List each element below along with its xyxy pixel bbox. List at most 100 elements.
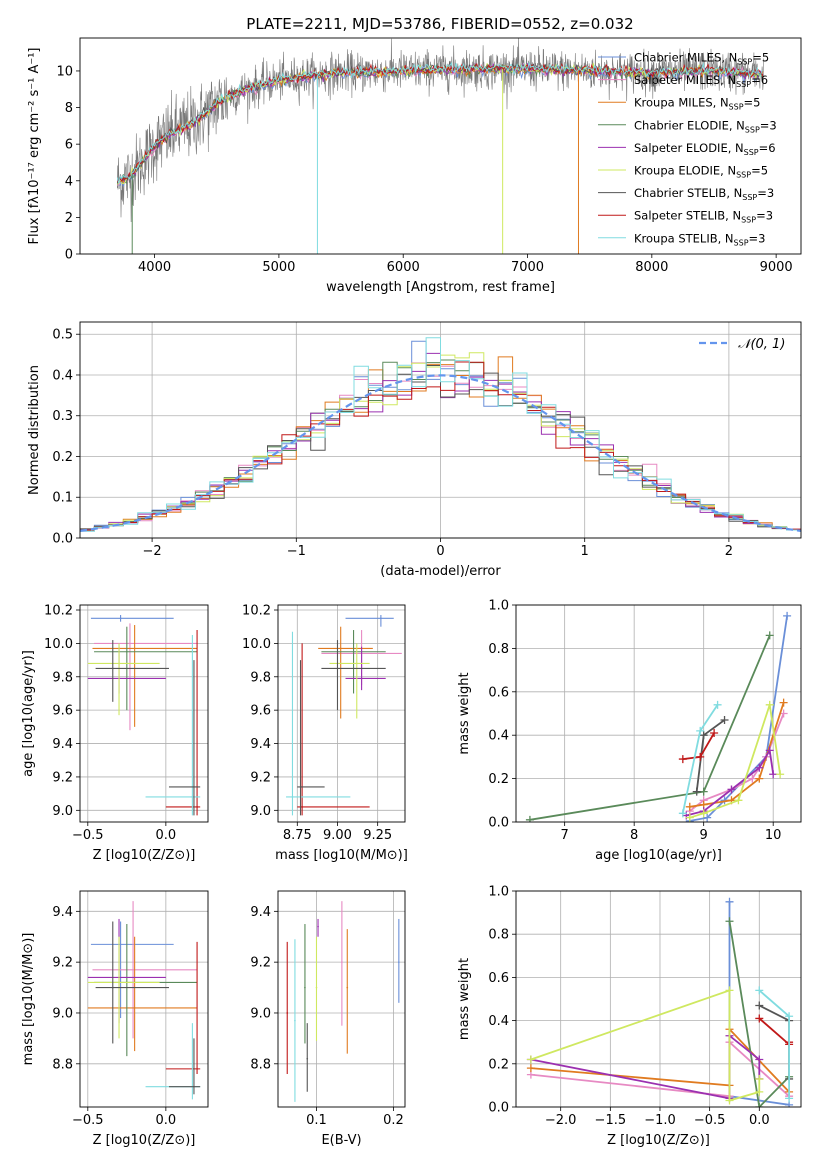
legend-label-sub: SSP bbox=[741, 216, 756, 225]
legend-label-text: Chabrier ELODIE, N bbox=[634, 118, 745, 132]
weight-marker bbox=[699, 787, 708, 796]
axes-frame bbox=[79, 890, 209, 1108]
legend-label-count: =6 bbox=[759, 141, 776, 155]
data-point bbox=[129, 642, 131, 645]
weight-line-5 bbox=[530, 989, 761, 1102]
y-tick-label: 0.6 bbox=[488, 971, 509, 986]
plot-area bbox=[87, 901, 201, 1100]
legend-label-sub: SSP bbox=[734, 238, 749, 247]
legend-label-count: =5 bbox=[752, 51, 769, 65]
panel-residual-hist: −2 −1 0 1 2 0.0 0.1 0.2 0.3 0.4 0.5 (data-model)/er… bbox=[27, 321, 802, 579]
data-point bbox=[336, 667, 339, 670]
panels: 4000 5000 6000 7000 8000 90000246810wavelengt… bbox=[21, 37, 802, 1148]
legend-label-text: Salpeter MILES, N bbox=[634, 73, 736, 87]
x-tick-label: −1.5 bbox=[595, 1113, 627, 1128]
data-point bbox=[193, 786, 195, 788]
plot-area bbox=[87, 615, 201, 816]
x-tick-label: 2 bbox=[725, 544, 733, 559]
legend-label-1: Salpeter MILES, NSSP=6 bbox=[634, 73, 768, 89]
weight-marker bbox=[725, 986, 734, 995]
y-axis-label: Normed distribution bbox=[27, 365, 42, 495]
data-point bbox=[301, 806, 303, 808]
y-tick-label: 0.2 bbox=[52, 450, 73, 465]
weight-marker bbox=[526, 1064, 535, 1073]
data-point bbox=[341, 961, 343, 963]
y-tick-label: 6 bbox=[65, 138, 73, 153]
legend-label-0: Chabrier MILES, NSSP=5 bbox=[634, 51, 769, 67]
x-axis-label: age [log10(age/yr)] bbox=[595, 848, 722, 863]
y-tick-label: 10.0 bbox=[44, 637, 73, 652]
y-tick-label: 1.0 bbox=[488, 599, 509, 614]
weight-marker bbox=[710, 729, 719, 738]
y-tick-label: 8 bbox=[65, 101, 73, 116]
weight-marker bbox=[696, 752, 705, 761]
data-point bbox=[339, 647, 342, 650]
weight-line-3 bbox=[728, 921, 790, 1107]
x-tick-label: 10 bbox=[765, 828, 782, 843]
data-point bbox=[193, 1085, 195, 1088]
weight-marker bbox=[755, 774, 764, 783]
data-point bbox=[111, 986, 114, 989]
weight-marker bbox=[696, 726, 705, 735]
weight-marker bbox=[526, 1055, 535, 1064]
legend-label-text: Kroupa ELODIE, N bbox=[634, 164, 736, 178]
weight-marker bbox=[734, 796, 743, 805]
plot-area bbox=[116, 38, 764, 254]
y-tick-label: 9.8 bbox=[52, 670, 73, 685]
data-point bbox=[196, 1068, 198, 1070]
y-axis-label: mass [log10(M/M⊙)] bbox=[21, 933, 36, 1066]
x-tick-label: 9.00 bbox=[323, 828, 352, 843]
data-point bbox=[119, 617, 122, 620]
x-tick-label: 6000 bbox=[387, 260, 420, 275]
data-point bbox=[118, 981, 120, 984]
y-axis-label: age [log10(age/yr)] bbox=[21, 650, 36, 777]
legend-label-7: Salpeter STELIB, NSSP=3 bbox=[634, 209, 773, 225]
x-tick-label: −0.5 bbox=[72, 828, 104, 843]
y-tick-label: 0.4 bbox=[488, 729, 509, 744]
x-tick-label: 8.75 bbox=[283, 828, 312, 843]
x-axis-label: wavelength [Angstrom, rest frame] bbox=[326, 280, 555, 295]
y-tick-label: 0.8 bbox=[488, 642, 509, 657]
y-tick-label: 0.0 bbox=[488, 1101, 509, 1116]
weight-marker bbox=[765, 700, 774, 709]
y-tick-label: 4 bbox=[65, 174, 73, 189]
weight-marker bbox=[725, 917, 734, 926]
weight-marker bbox=[699, 731, 708, 740]
weight-marker bbox=[678, 809, 687, 818]
y-tick-label: 0.3 bbox=[52, 409, 73, 424]
data-point bbox=[133, 647, 136, 650]
y-tick-label: 8.8 bbox=[250, 1057, 271, 1072]
weight-marker bbox=[755, 1001, 764, 1010]
data-point bbox=[346, 986, 349, 989]
y-tick-label: 9.0 bbox=[250, 1006, 271, 1021]
model-spectrum-8 bbox=[116, 61, 764, 184]
weight-marker bbox=[755, 763, 764, 772]
weight-line-7 bbox=[758, 1017, 790, 1047]
weight-marker bbox=[765, 746, 774, 755]
legend-label-2: Kroupa MILES, NSSP=5 bbox=[634, 96, 760, 112]
data-point bbox=[315, 986, 318, 989]
weight-marker bbox=[769, 770, 778, 779]
y-tick-label: 0.2 bbox=[488, 772, 509, 787]
data-point bbox=[126, 650, 128, 653]
data-point bbox=[352, 650, 355, 653]
x-tick-label: 0.0 bbox=[156, 1113, 177, 1128]
x-tick-label: −1 bbox=[287, 544, 306, 559]
weight-marker bbox=[713, 700, 722, 709]
x-tick-label: 9000 bbox=[760, 260, 793, 275]
y-tick-label: 0.4 bbox=[488, 1014, 509, 1029]
weight-marker bbox=[685, 813, 694, 822]
weight-line-6 bbox=[758, 1004, 790, 1079]
legend-label-sub: SSP bbox=[737, 58, 752, 67]
axes-frame bbox=[79, 37, 802, 255]
y-tick-label: 9.6 bbox=[52, 704, 73, 719]
legend-label-text: Kroupa STELIB, N bbox=[634, 231, 734, 245]
y-tick-label: 9.4 bbox=[250, 905, 271, 920]
weight-marker bbox=[692, 787, 701, 796]
data-point bbox=[294, 1019, 296, 1022]
y-tick-label: 9.0 bbox=[52, 1006, 73, 1021]
legend-label-text: Salpeter ELODIE, N bbox=[634, 141, 744, 155]
x-tick-label: 0.0 bbox=[749, 1113, 770, 1128]
panel-spectrum: 4000 5000 6000 7000 8000 9000 0 2 4 6 8 10 wavelengt… bbox=[27, 37, 802, 295]
